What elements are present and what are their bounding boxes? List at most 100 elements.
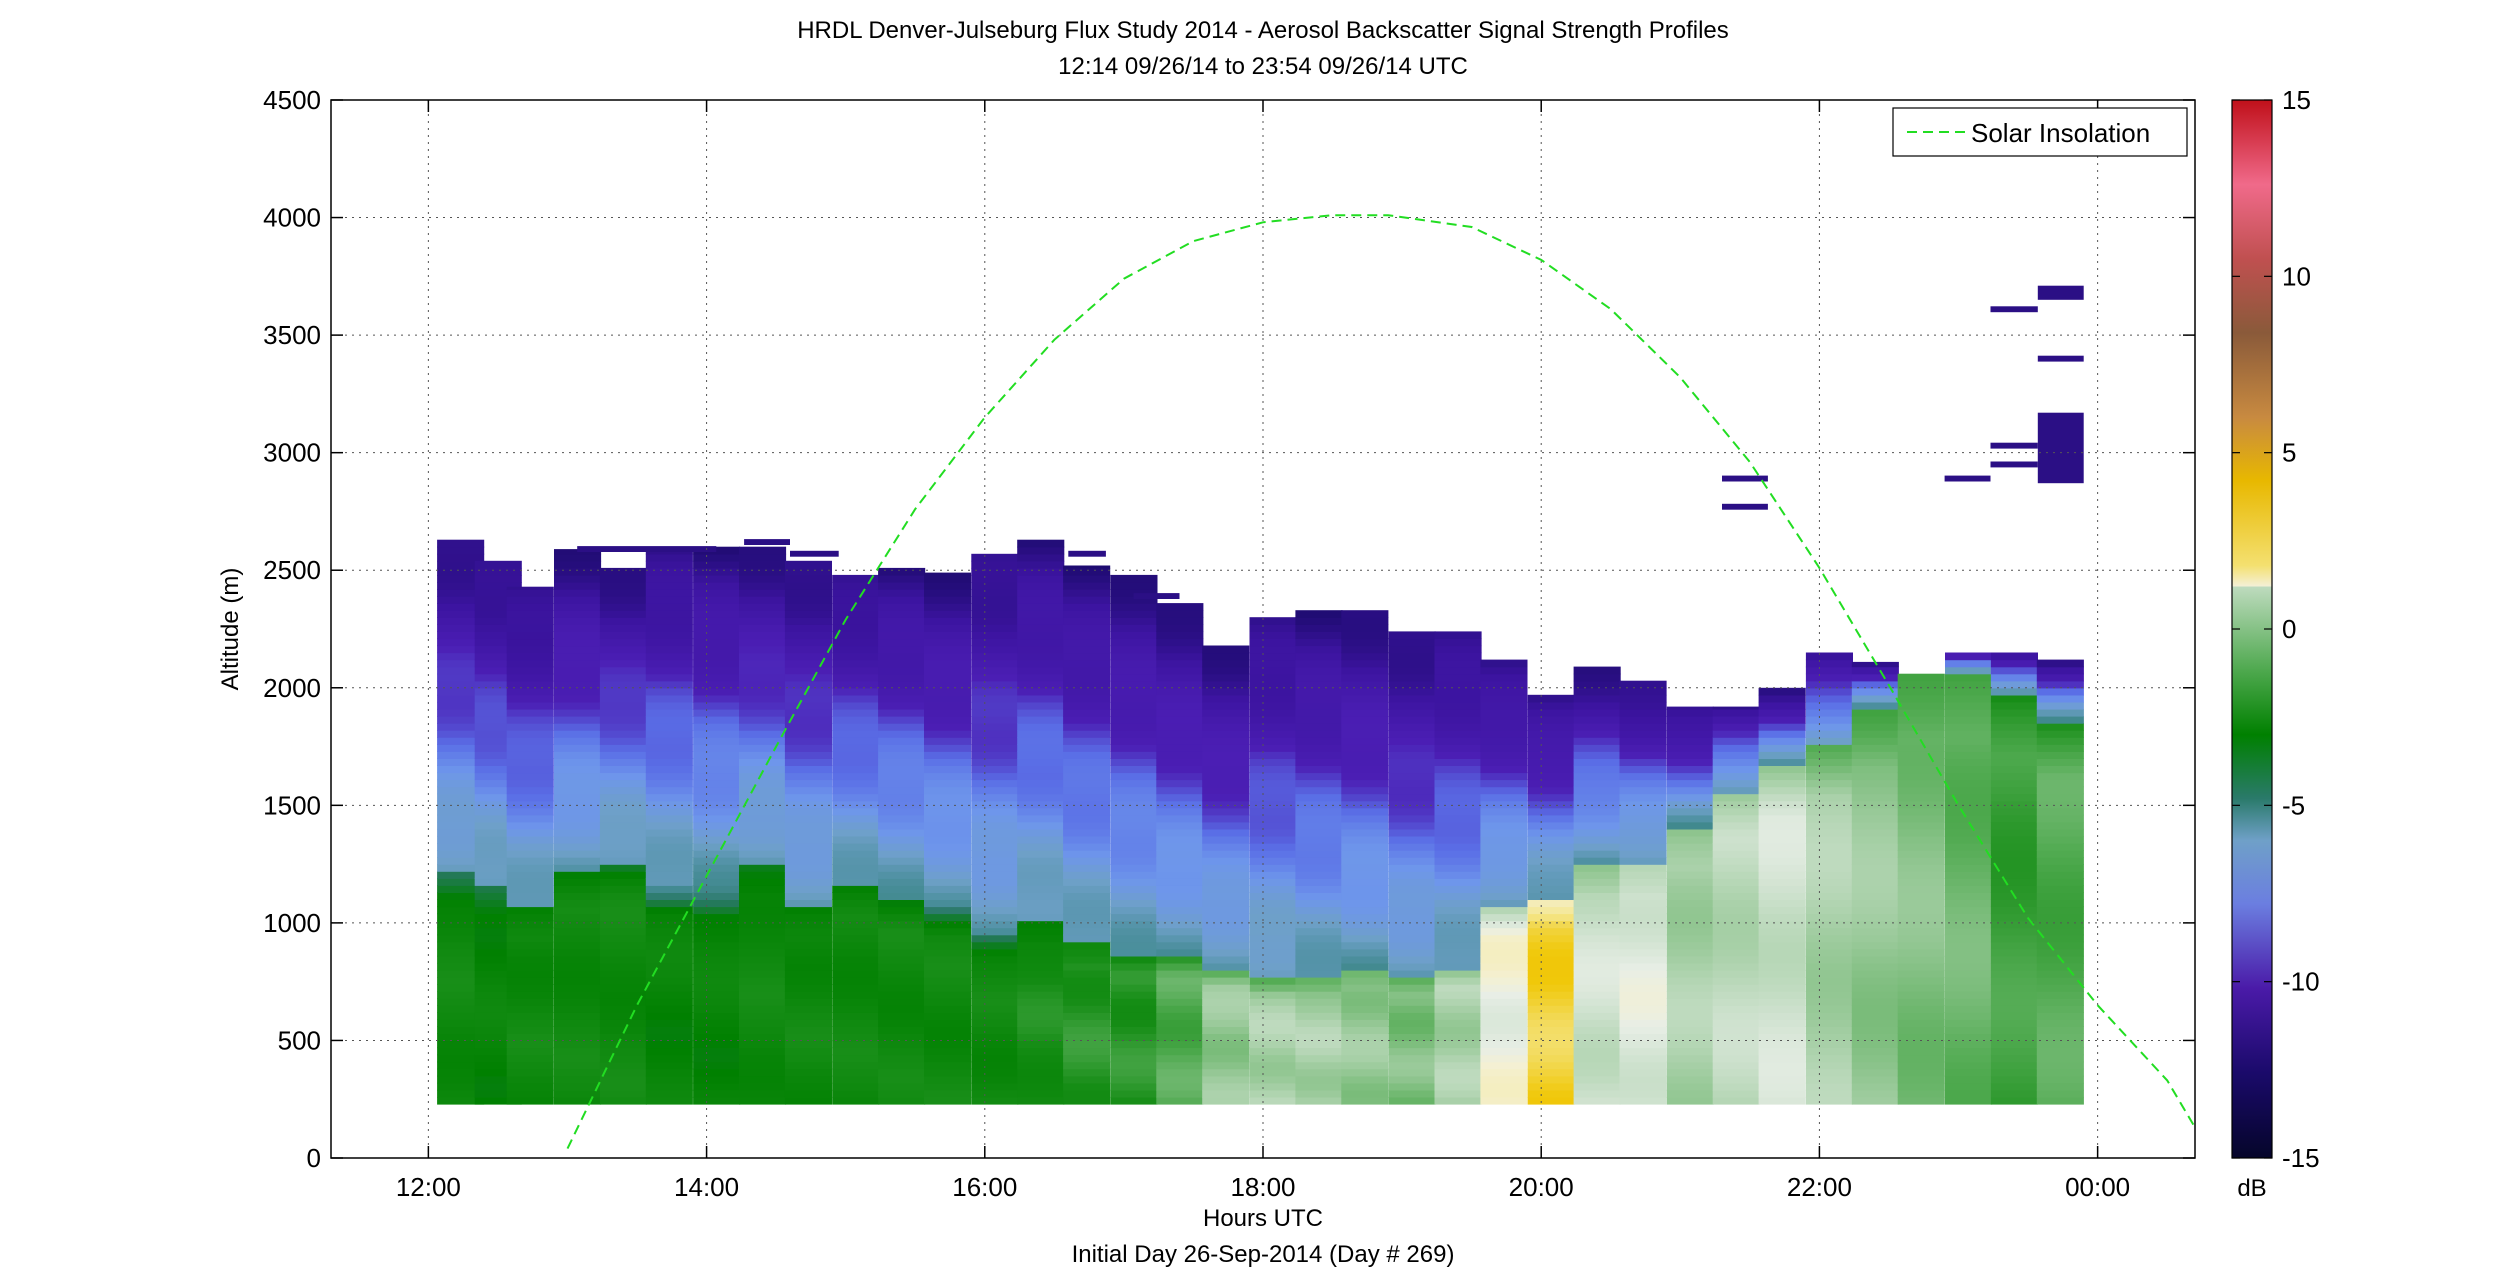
heatmap-cell [1758,998,1806,1006]
heatmap-cell [971,772,1019,781]
heatmap-cell [971,1033,1019,1042]
heatmap-cell [1202,1054,1250,1063]
heatmap-cell [1945,871,1993,879]
heatmap-cell [1295,991,1343,999]
heatmap-cell [1851,920,1899,929]
heatmap-cell [693,751,741,759]
heatmap-cell [784,737,832,745]
heatmap-cell [1063,730,1111,738]
heatmap-cell [1851,934,1899,943]
heatmap-cell [1945,885,1993,893]
heatmap-cell [437,1005,485,1013]
heatmap-cell [1619,828,1667,837]
heatmap-cell [1156,737,1204,745]
heatmap-cell [1017,1005,1065,1013]
heatmap-cell [1480,758,1528,766]
heatmap-cell [554,716,602,724]
heatmap-cell [1619,744,1667,752]
heatmap-cell [1434,892,1482,900]
chart-title: HRDL Denver-Julseburg Flux Study 2014 - … [797,17,1729,44]
heatmap-cell [1527,998,1575,1006]
heatmap-cell [1573,1075,1621,1084]
heatmap-cell [1573,701,1621,710]
heatmap-cell [645,589,693,597]
heatmap-cell [1527,941,1575,950]
heatmap-cell [474,560,522,569]
heatmap-cell [1619,955,1667,964]
heatmap-cell [1573,821,1621,830]
heatmap-cell [693,603,741,611]
heatmap-cell [1573,1054,1621,1063]
heatmap-cell [506,708,554,717]
heatmap-cell [1480,899,1528,908]
heatmap-cell [474,1082,522,1091]
heatmap-cell [924,572,972,576]
heatmap-cell [1573,1033,1621,1042]
heatmap-cell [554,955,602,964]
heatmap-cell [1110,574,1158,583]
heatmap-cell [1063,913,1111,922]
heatmap-cell [693,948,741,957]
heatmap-cell [693,589,741,597]
heatmap-cell [878,998,926,1006]
heatmap-cell [739,920,787,929]
heatmap-cell [1017,998,1065,1006]
heatmap-cell [1341,617,1389,625]
heatmap-cell [784,652,832,661]
heatmap-cell [784,835,832,844]
heatmap-cell [1480,885,1528,893]
heatmap-cell [1666,1019,1714,1027]
heatmap-cell [693,821,741,830]
heatmap-cell [924,984,972,992]
heatmap-cell [1156,857,1204,865]
heatmap-cell [1249,948,1297,957]
heatmap-cell [1573,666,1621,675]
heatmap-cell [1156,998,1204,1006]
heatmap-cell [554,779,602,788]
heatmap-cell [1295,744,1343,752]
heatmap-cell [1202,1089,1250,1098]
heatmap-cell [1156,716,1204,724]
heatmap-cell [1758,920,1806,929]
heatmap-cell [832,864,880,872]
heatmap-cell [924,934,972,943]
heatmap-cell [924,659,972,668]
heatmap-cell [878,737,926,745]
heatmap-cell [554,673,602,682]
heatmap-cell [924,1054,972,1063]
y-tick-label: 3000 [263,438,321,468]
heatmap-cell [1945,843,1993,851]
elevated-aerosol-layer [577,546,717,552]
heatmap-cell [1110,624,1158,632]
heatmap-cell [599,969,647,978]
heatmap-cell [554,659,602,668]
heatmap-cell [924,1026,972,1034]
heatmap-cell [1573,955,1621,964]
heatmap-cell [832,617,880,625]
heatmap-cell [971,857,1019,865]
heatmap-cell [1063,991,1111,999]
heatmap-cell [1712,751,1760,759]
heatmap-cell [474,666,522,675]
heatmap-cell [878,913,926,922]
heatmap-cell [1480,821,1528,830]
heatmap-cell [693,878,741,886]
heatmap-cell [645,998,693,1006]
heatmap-cell [1666,934,1714,943]
heatmap-cell [474,723,522,731]
heatmap-cell [1341,638,1389,647]
heatmap-cell [2036,765,2084,774]
heatmap-cell [924,708,972,717]
heatmap-cell [878,603,926,611]
heatmap-cell [645,624,693,632]
heatmap-cell [1017,1054,1065,1063]
heatmap-cell [437,878,485,886]
heatmap-cell [784,821,832,830]
heatmap-cell [1110,878,1158,886]
heatmap-cell [1249,723,1297,731]
heatmap-cell [1341,927,1389,936]
heatmap-cell [1851,751,1899,759]
heatmap-cell [739,955,787,964]
heatmap-cell [506,969,554,978]
heatmap-cell [1527,1068,1575,1077]
